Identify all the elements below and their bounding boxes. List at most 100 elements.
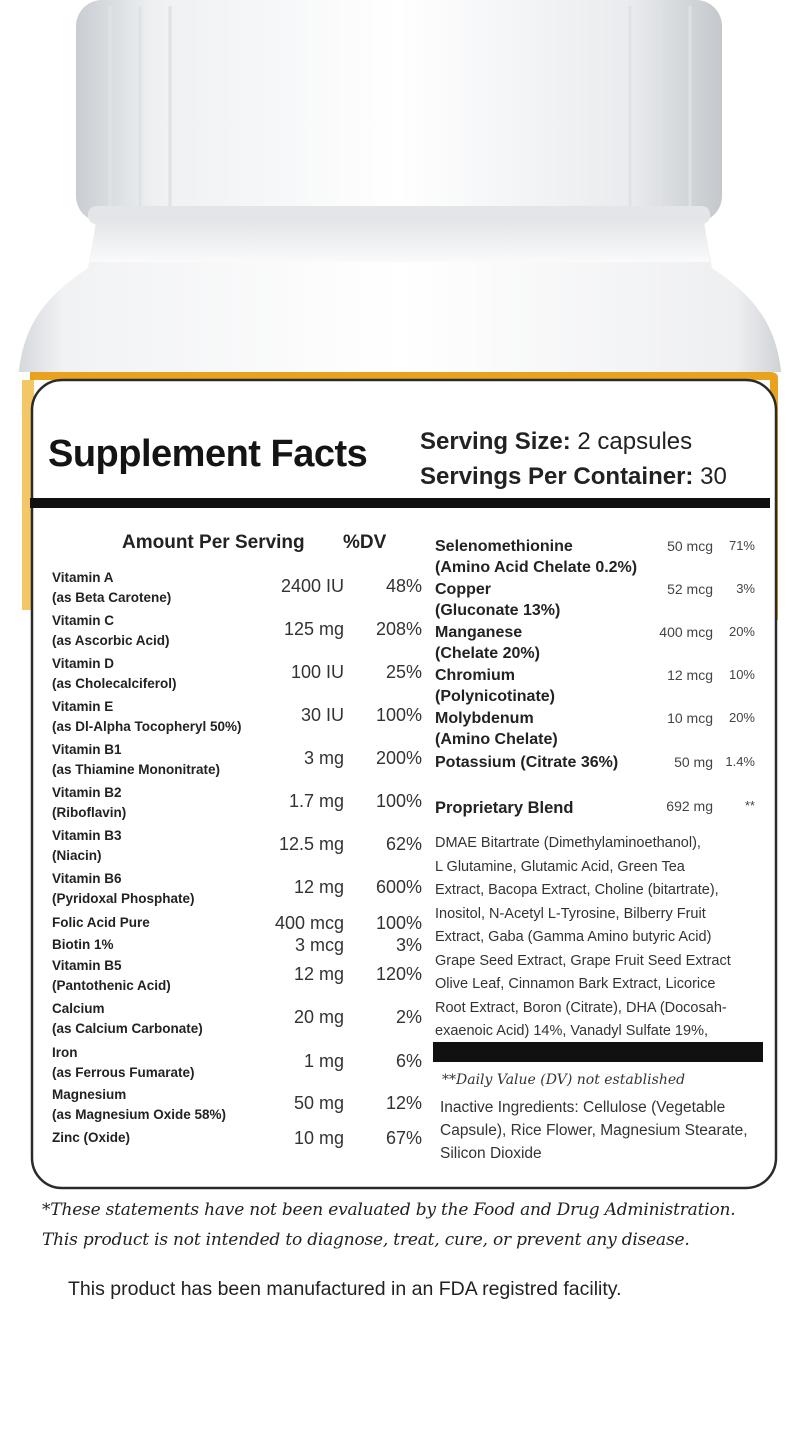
nutrient-dv: 2%: [395, 1007, 422, 1027]
nutrient-amount: 400 mcg: [659, 624, 713, 640]
inactive-line: Silicon Dioxide: [440, 1145, 542, 1162]
nutrient-row: Potassium (Citrate 36%) 50 mg 1.4%: [435, 752, 755, 773]
nutrient-name: Vitamin B2: [52, 785, 122, 800]
disclaimer-line-2: This product is not intended to diagnose…: [42, 1230, 690, 1250]
nutrient-source: (Amino Acid Chelate 0.2%): [435, 559, 638, 576]
amount-per-serving-header: Amount Per Serving: [122, 532, 305, 553]
nutrient-row: Magnesium (as Magnesium Oxide 58%) 50 mg 12…: [52, 1085, 422, 1125]
nutrient-amount: 20 mg: [293, 1007, 344, 1027]
nutrient-name: Vitamin B6: [52, 871, 122, 886]
nutrient-amount: 10 mg: [293, 1128, 344, 1148]
nutrient-dv: 3%: [395, 935, 422, 955]
blend-rule: [433, 1042, 763, 1062]
nutrient-amount: 125 mg: [283, 619, 344, 639]
nutrient-dv: 71%: [728, 538, 755, 553]
nutrient-dv: 120%: [375, 964, 422, 984]
blend-line: Grape Seed Extract, Grape Fruit Seed Ext…: [435, 952, 731, 969]
nutrient-source: (as Dl-Alpha Tocopheryl 50%): [52, 719, 242, 734]
nutrient-source: (Pyridoxal Phosphate): [52, 891, 195, 906]
servings-label: Servings Per Container:: [420, 463, 694, 490]
nutrient-name: Vitamin D: [52, 656, 115, 671]
nutrient-amount: 3 mcg: [294, 935, 344, 955]
blend-line: Inositol, N-Acetyl L-Tyrosine, Bilberry …: [435, 905, 706, 922]
nutrient-amount: 12 mg: [293, 964, 344, 984]
nutrient-name: Vitamin C: [52, 613, 115, 628]
nutrient-row: Vitamin B2 (Riboflavin) 1.7 mg 100%: [52, 783, 422, 823]
nutrient-source: (as Thiamine Mononitrate): [52, 762, 221, 777]
nutrient-name: Magnesium: [52, 1087, 127, 1102]
nutrient-source: (as Cholecalciferol): [52, 676, 177, 691]
nutrient-dv: 20%: [728, 710, 755, 725]
nutrient-dv: 100%: [375, 705, 422, 725]
nutrient-row: Copper (Gluconate 13%) 52 mcg 3%: [435, 579, 755, 621]
blend-line: Olive Leaf, Cinnamon Bark Extract, Licor…: [435, 976, 716, 992]
nutrient-row: Manganese (Chelate 20%) 400 mcg 20%: [435, 622, 755, 664]
nutrient-row: Calcium (as Calcium Carbonate) 20 mg 2%: [52, 999, 422, 1039]
nutrient-dv: 20%: [728, 624, 755, 639]
inactive-line: Inactive Ingredients: Cellulose (Vegetab…: [440, 1099, 726, 1116]
nutrient-amount: 100 IU: [290, 662, 344, 682]
nutrient-name: Chromium: [435, 667, 515, 684]
serving-size-label: Serving Size:: [420, 428, 571, 455]
serving-size: Serving Size: 2 capsules: [420, 428, 692, 456]
nutrient-name: Vitamin A: [52, 570, 114, 585]
nutrient-name: Molybdenum: [435, 710, 534, 727]
nutrient-row: Vitamin C (as Ascorbic Acid) 125 mg 208%: [52, 611, 422, 651]
blend-line: Extract, Gaba (Gamma Amino butyric Acid): [435, 929, 712, 945]
nutrient-dv: 100%: [375, 791, 422, 811]
nutrient-name: Vitamin E: [52, 699, 114, 714]
nutrient-amount: 2400 IU: [280, 576, 344, 596]
nutrient-name: Iron: [52, 1045, 78, 1060]
nutrient-source: (Amino Chelate): [435, 731, 558, 748]
facts-title: Supplement Facts: [48, 433, 368, 475]
nutrient-row: Folic Acid Pure 400 mcg 100%: [52, 913, 422, 933]
nutrient-name: Calcium: [52, 1001, 105, 1016]
blend-line: exaenoic Acid) 14%, Vanadyl Sulfate 19%,: [435, 1023, 708, 1039]
nutrient-amount: 12.5 mg: [278, 834, 344, 854]
nutrient-amount: 50 mg: [293, 1093, 344, 1113]
inactive-line: Capsule), Rice Flower, Magnesium Stearat…: [440, 1122, 748, 1139]
nutrient-amount: 3 mg: [303, 748, 344, 768]
nutrient-source: (as Magnesium Oxide 58%): [52, 1107, 227, 1122]
nutrient-name: Manganese: [435, 624, 523, 641]
nutrient-amount: 50 mg: [674, 754, 713, 770]
nutrient-name: Vitamin B3: [52, 828, 122, 843]
nutrient-dv: 208%: [375, 619, 422, 639]
nutrient-source: (as Ferrous Fumarate): [52, 1065, 195, 1080]
nutrient-row: Chromium (Polynicotinate) 12 mcg 10%: [435, 665, 755, 707]
nutrient-source: (as Calcium Carbonate): [52, 1021, 203, 1036]
supplement-facts-panel: Supplement Facts Serving Size: 2 capsule…: [30, 408, 770, 1182]
nutrient-row: Vitamin B6 (Pyridoxal Phosphate) 12 mg 600%: [52, 869, 422, 909]
dv-note: **Daily Value (DV) not established: [442, 1072, 686, 1088]
nutrient-amount: 12 mg: [293, 877, 344, 897]
nutrient-amount: 1.7 mg: [288, 791, 344, 811]
nutrient-dv: 62%: [385, 834, 422, 854]
nutrient-amount: 400 mcg: [274, 913, 344, 933]
nutrient-source: (Polynicotinate): [435, 688, 556, 705]
nutrient-dv: 600%: [375, 877, 422, 897]
proprietary-blend-row: Proprietary Blend 692 mg **: [435, 798, 755, 819]
nutrient-name: Copper: [435, 581, 491, 598]
nutrient-dv: 67%: [385, 1128, 422, 1148]
nutrient-row: Vitamin E (as Dl-Alpha Tocopheryl 50%) 30 …: [52, 697, 422, 737]
dv-header: %DV: [343, 532, 387, 553]
nutrient-source: (Riboflavin): [52, 805, 127, 820]
blend-amount: 692 mg: [666, 798, 713, 814]
serving-size-value: 2 capsules: [570, 428, 693, 455]
blend-line: L Glutamine, Glutamic Acid, Green Tea: [435, 858, 685, 875]
nutrient-name: Potassium (Citrate 36%): [435, 754, 619, 771]
nutrient-row: Molybdenum (Amino Chelate) 10 mcg 20%: [435, 708, 755, 750]
nutrient-source: (Niacin): [52, 848, 102, 863]
nutrient-amount: 12 mcg: [667, 667, 713, 683]
nutrient-name: Vitamin B5: [52, 958, 122, 973]
nutrient-row: Vitamin B5 (Pantothenic Acid) 12 mg 120%: [52, 956, 422, 996]
nutrient-name: Folic Acid Pure: [52, 915, 150, 930]
nutrient-amount: 52 mcg: [667, 581, 713, 597]
nutrient-row: Iron (as Ferrous Fumarate) 1 mg 6%: [52, 1043, 422, 1083]
nutrient-source: (Gluconate 13%): [435, 602, 561, 619]
nutrient-dv: 12%: [385, 1093, 422, 1113]
blend-dv: **: [744, 798, 755, 813]
nutrient-source: (Pantothenic Acid): [52, 978, 171, 993]
nutrient-name: Vitamin B1: [52, 742, 122, 757]
nutrient-row: Vitamin A (as Beta Carotene) 2400 IU 48%: [52, 568, 422, 608]
